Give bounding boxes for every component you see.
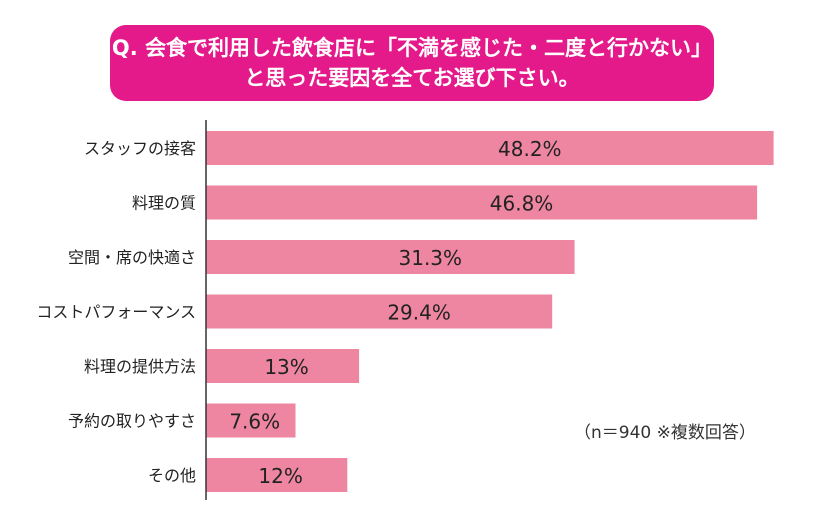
value-label-2: 31.3% [399,246,463,270]
category-label-1: 料理の質 [132,194,196,213]
value-label-5: 7.6% [229,410,280,434]
question-line-1: Q. 会食で利用した飲食店に「不満を感じた・二度と行かない」 [111,36,713,60]
category-label-0: スタッフの接客 [84,139,196,158]
bar-4 [206,349,360,383]
bar-3 [206,294,553,329]
value-label-6: 12% [258,464,302,488]
question-banner: Q. 会食で利用した飲食店に「不満を感じた・二度と行かない」 と思った要因を全て… [110,25,714,101]
bar-1 [206,185,758,220]
sample-note: （n＝940 ※複数回答） [574,423,756,443]
value-label-0: 48.2% [498,137,562,161]
category-label-4: 料理の提供方法 [84,357,196,376]
bar-5 [206,403,296,438]
bar-6 [206,458,348,492]
category-label-3: コストパフォーマンス [36,303,196,322]
category-label-5: 予約の取りやすさ [68,412,196,431]
bar-2 [206,240,575,274]
category-label-6: その他 [148,466,196,485]
value-label-3: 29.4% [387,301,451,325]
question-line-2: と思った要因を全てお選び下さい。 [244,66,580,90]
bars-layer: スタッフの接客 48.2% 料理の質 46.8% 空間・席の快適さ 31.3% コストパフォ… [36,131,774,492]
value-label-1: 46.8% [490,192,554,216]
bar-0 [206,131,774,165]
category-label-2: 空間・席の快適さ [68,248,196,267]
value-label-4: 13% [264,355,308,379]
